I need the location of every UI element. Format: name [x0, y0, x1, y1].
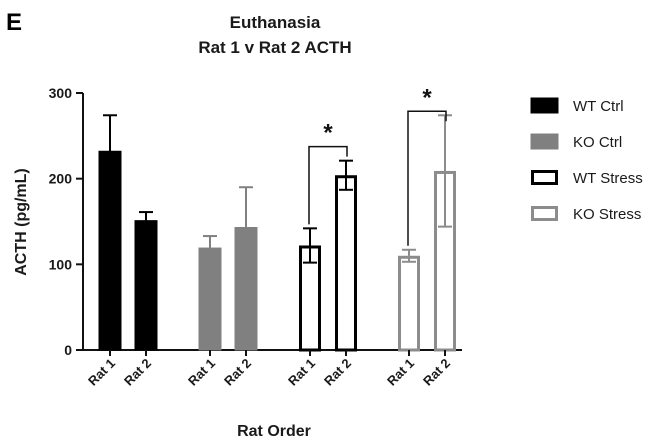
bar [134, 220, 158, 351]
y-tick-label: 300 [49, 85, 73, 101]
significance-star: * [323, 120, 333, 147]
significance-bracket [407, 110, 447, 246]
x-tick-label: Rat 1 [85, 356, 118, 389]
bar [335, 175, 357, 352]
significance-bracket [308, 145, 348, 225]
x-tick-label: Rat 1 [285, 356, 318, 389]
y-tick-label: 200 [49, 171, 73, 187]
x-tick-label: Rat 2 [420, 356, 453, 389]
legend-label: WT Ctrl [573, 98, 624, 115]
y-tick-label: 0 [64, 342, 72, 358]
significance-star: * [422, 84, 432, 111]
x-tick-label: Rat 1 [384, 356, 417, 389]
legend-swatch [531, 206, 558, 221]
x-tick-label: Rat 1 [185, 356, 218, 389]
bar [234, 226, 258, 351]
chart-subtitle: Rat 1 v Rat 2 ACTH [198, 38, 351, 57]
legend-swatch [530, 97, 559, 114]
legend-label: KO Stress [573, 206, 641, 223]
bar [398, 255, 420, 352]
y-tick-label: 100 [49, 256, 73, 272]
x-axis-label: Rat Order [237, 423, 311, 440]
x-tick-label: Rat 2 [121, 356, 154, 389]
x-tick-label: Rat 2 [321, 356, 354, 389]
legend-swatch [531, 170, 558, 185]
panel-label: E [6, 9, 22, 36]
bar [198, 247, 222, 351]
legend-label: KO Ctrl [573, 134, 622, 151]
legend-swatch [530, 133, 559, 150]
bar [98, 150, 122, 351]
legend: WT Ctrl KO Ctrl WT Stress KO Stress [530, 97, 643, 223]
legend-label: WT Stress [573, 170, 643, 187]
chart-title: Euthanasia [230, 13, 321, 32]
y-axis-label: ACTH (pg/mL) [13, 168, 30, 276]
x-tick-label: Rat 2 [221, 356, 254, 389]
